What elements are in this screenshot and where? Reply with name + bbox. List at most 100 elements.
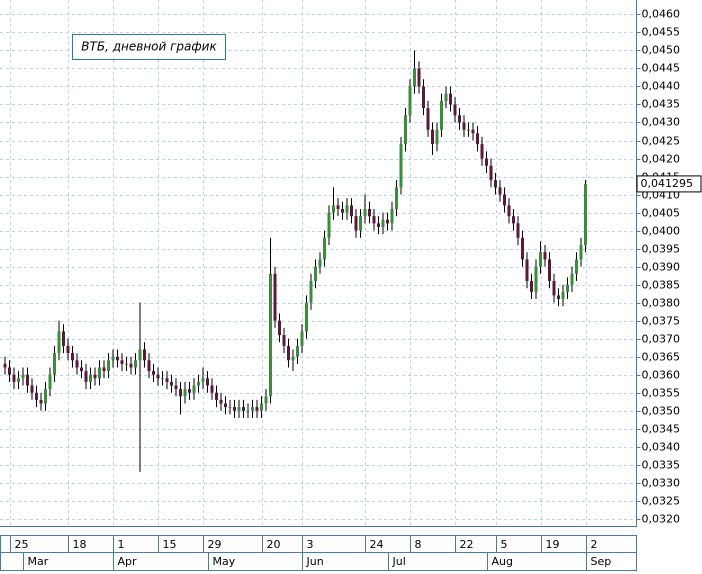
- candle-body: [71, 353, 74, 361]
- candle-body: [354, 216, 358, 231]
- y-tick-label: 0,0380: [642, 297, 681, 310]
- candle-body: [381, 219, 385, 227]
- candle-body: [507, 205, 511, 217]
- candle-body: [152, 371, 155, 375]
- candle-body: [206, 378, 209, 386]
- candle-body: [273, 273, 277, 321]
- candle-body: [309, 281, 313, 303]
- candle-body: [66, 345, 70, 354]
- y-tick-label: 0,0345: [642, 423, 681, 436]
- candle-body: [134, 360, 137, 368]
- candle-body: [102, 367, 106, 372]
- candle-body: [485, 158, 488, 166]
- month-label: Apr: [118, 555, 138, 568]
- candle-body: [476, 133, 479, 145]
- candle-body: [494, 180, 497, 188]
- candle-body: [350, 205, 353, 217]
- candle-body: [300, 331, 304, 346]
- candle-body: [255, 407, 259, 411]
- y-tick-label: 0,0340: [642, 441, 681, 454]
- candle-body: [98, 367, 101, 379]
- candle-body: [548, 259, 551, 282]
- candle-body: [12, 374, 16, 382]
- candle-body: [575, 259, 578, 274]
- y-tick-label: 0,0320: [642, 513, 681, 526]
- candle-body: [345, 205, 349, 213]
- y-tick-label: 0,0435: [642, 98, 681, 111]
- candle-body: [143, 349, 146, 361]
- candle-body: [75, 360, 79, 368]
- candle-body: [260, 403, 263, 411]
- y-tick-label: 0,0350: [642, 405, 681, 418]
- grid: [0, 0, 637, 526]
- y-tick-label: 0,0325: [642, 495, 681, 508]
- candle-body: [264, 396, 268, 404]
- candle-body: [3, 363, 7, 368]
- candle-body: [287, 345, 290, 361]
- candle-body: [210, 385, 214, 393]
- x-tick-label: 5: [501, 538, 508, 551]
- candle-body: [84, 371, 88, 382]
- candle-body: [17, 378, 20, 382]
- candle-body: [413, 68, 416, 87]
- candle-body: [417, 68, 421, 87]
- x-tick-label: 22: [460, 538, 474, 551]
- candle-body: [395, 187, 398, 209]
- chart-title: ВТБ, дневной график: [81, 40, 217, 54]
- candle-body: [183, 389, 187, 397]
- candle-body: [318, 259, 322, 267]
- candle-body: [467, 129, 470, 131]
- candle-body: [30, 385, 34, 393]
- candle-body: [224, 403, 227, 408]
- candle-body: [557, 295, 560, 300]
- candle-body: [570, 273, 574, 285]
- candle-body: [422, 86, 425, 109]
- candle-body: [453, 104, 457, 116]
- y-tick-label: 0,0330: [642, 477, 681, 490]
- candle-body: [242, 407, 245, 411]
- candle-body: [120, 360, 124, 364]
- y-tick-label: 0,0420: [642, 153, 681, 166]
- y-tick-label: 0,0355: [642, 387, 681, 400]
- candle-body: [534, 266, 538, 292]
- candle-body: [462, 122, 466, 130]
- candle-body: [552, 281, 556, 296]
- candle-body: [179, 389, 182, 397]
- x-tick-label: 3: [307, 538, 314, 551]
- candle-body: [579, 244, 583, 260]
- y-tick-label: 0,0430: [642, 116, 681, 129]
- x-tick-label: 24: [370, 538, 384, 551]
- candle-body: [314, 266, 317, 282]
- candle-body: [125, 363, 128, 365]
- candle-body: [278, 320, 281, 336]
- candle-body: [404, 115, 407, 145]
- candle-body: [444, 93, 448, 101]
- candle-body: [327, 212, 331, 238]
- last-price-label: 0,041295: [641, 177, 694, 190]
- month-label: Jul: [392, 555, 406, 568]
- candle-body: [165, 378, 169, 382]
- candle-body: [197, 381, 200, 386]
- y-tick-label: 0,0335: [642, 459, 681, 472]
- candle-body: [269, 273, 272, 397]
- candle-body: [80, 367, 83, 372]
- candle-body: [512, 216, 515, 224]
- candle-body: [359, 216, 362, 231]
- candle-body: [215, 392, 218, 400]
- y-tick-label: 0,0370: [642, 333, 681, 346]
- candle-body: [192, 385, 196, 393]
- candle-body: [341, 208, 344, 213]
- month-label: Jun: [306, 555, 324, 568]
- month-band: [0, 552, 637, 571]
- y-tick-label: 0,0445: [642, 62, 681, 75]
- candle-body: [161, 378, 164, 380]
- candle-body: [471, 129, 475, 134]
- candle-body: [233, 407, 236, 411]
- candle-body: [435, 129, 439, 145]
- candle-body: [377, 223, 380, 227]
- candle-body: [516, 223, 520, 238]
- candle-body: [305, 302, 308, 332]
